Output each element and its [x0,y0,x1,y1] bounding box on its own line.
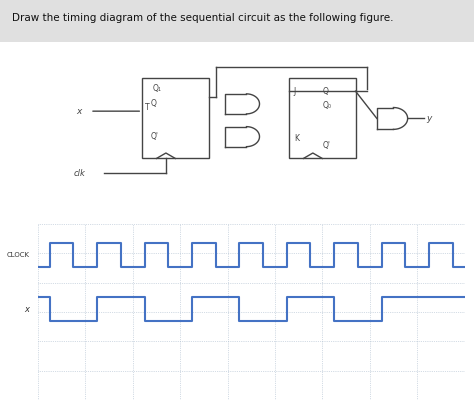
Bar [142,78,209,158]
Text: Q₁: Q₁ [153,84,162,93]
Text: Q': Q' [151,132,159,141]
Text: CLOCK: CLOCK [7,252,29,258]
Text: J: J [294,87,296,96]
Text: clk: clk [73,168,85,178]
Bar [289,78,356,158]
Text: Q₀: Q₀ [322,101,331,110]
Text: x: x [76,107,81,116]
Text: T: T [145,103,149,112]
Text: Q': Q' [322,141,330,150]
Text: K: K [294,134,299,143]
Text: Draw the timing diagram of the sequential circuit as the following figure.: Draw the timing diagram of the sequentia… [12,13,393,23]
Text: Q: Q [151,99,156,108]
Text: Q: Q [322,87,328,96]
Text: y: y [427,114,432,123]
Text: x: x [25,305,29,314]
